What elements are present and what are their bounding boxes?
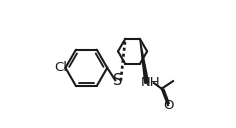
- Text: O: O: [163, 99, 173, 112]
- Text: NH: NH: [140, 77, 160, 89]
- Polygon shape: [140, 39, 149, 83]
- Text: Cl: Cl: [54, 61, 67, 74]
- Text: S: S: [113, 73, 123, 88]
